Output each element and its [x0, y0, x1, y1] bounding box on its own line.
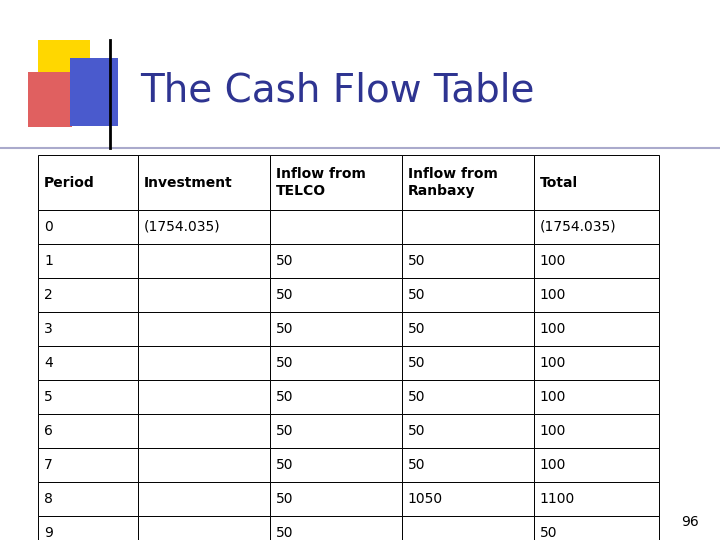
- Text: Total: Total: [540, 176, 578, 190]
- Text: 5: 5: [44, 390, 53, 404]
- Text: 96: 96: [680, 515, 698, 529]
- Text: 50: 50: [408, 322, 426, 336]
- Text: 100: 100: [540, 254, 566, 268]
- Text: 50: 50: [408, 356, 426, 370]
- Text: 50: 50: [276, 526, 293, 540]
- Text: 1: 1: [44, 254, 53, 268]
- Text: 100: 100: [540, 390, 566, 404]
- Text: The Cash Flow Table: The Cash Flow Table: [140, 71, 534, 109]
- Text: 50: 50: [276, 254, 293, 268]
- Text: 50: 50: [408, 254, 426, 268]
- Text: 100: 100: [540, 356, 566, 370]
- Text: 50: 50: [276, 492, 293, 506]
- Text: 1050: 1050: [408, 492, 443, 506]
- Text: 50: 50: [276, 390, 293, 404]
- Text: 8: 8: [44, 492, 53, 506]
- Text: (1754.035): (1754.035): [144, 220, 220, 234]
- Text: 3: 3: [44, 322, 53, 336]
- Text: 50: 50: [408, 390, 426, 404]
- Text: 1100: 1100: [540, 492, 575, 506]
- Text: 100: 100: [540, 288, 566, 302]
- Text: 100: 100: [540, 322, 566, 336]
- Text: 50: 50: [276, 458, 293, 472]
- Text: 50: 50: [276, 322, 293, 336]
- Text: 9: 9: [44, 526, 53, 540]
- Text: 50: 50: [540, 526, 557, 540]
- Text: Inflow from
TELCO: Inflow from TELCO: [276, 167, 366, 198]
- Text: Investment: Investment: [144, 176, 233, 190]
- Text: 50: 50: [276, 356, 293, 370]
- Text: 50: 50: [276, 288, 293, 302]
- Text: 100: 100: [540, 424, 566, 438]
- Text: Inflow from
Ranbaxy: Inflow from Ranbaxy: [408, 167, 498, 198]
- Text: 50: 50: [408, 424, 426, 438]
- Text: 7: 7: [44, 458, 53, 472]
- Text: 0: 0: [44, 220, 53, 234]
- Text: 6: 6: [44, 424, 53, 438]
- Text: (1754.035): (1754.035): [540, 220, 616, 234]
- Text: 50: 50: [408, 288, 426, 302]
- Text: 2: 2: [44, 288, 53, 302]
- Text: 4: 4: [44, 356, 53, 370]
- Text: 50: 50: [408, 458, 426, 472]
- Text: Period: Period: [44, 176, 95, 190]
- Text: 50: 50: [276, 424, 293, 438]
- Text: 100: 100: [540, 458, 566, 472]
